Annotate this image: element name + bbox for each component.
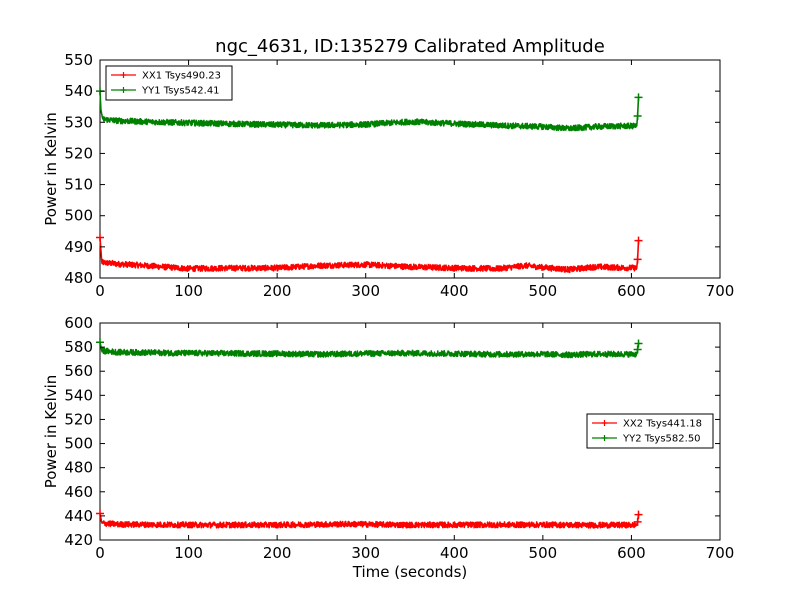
- x-tick-label: 300: [351, 544, 380, 562]
- legend: XX1 Tsys490.23 YY1 Tsys542.41: [105, 65, 233, 101]
- legend-box: [586, 413, 714, 449]
- legend-label: XX2 Tsys441.18: [623, 419, 702, 430]
- series-marker: [633, 517, 642, 526]
- series-marker: [96, 233, 104, 242]
- x-tick-label: 500: [529, 544, 558, 562]
- series-line-2: [99, 342, 640, 359]
- series-line-2: [99, 91, 640, 132]
- y-tick-label: 500: [64, 435, 93, 453]
- x-tick-label: 100: [174, 282, 203, 300]
- y-tick-label: 600: [64, 314, 93, 332]
- y-axis-label: Power in Kelvin: [42, 375, 60, 489]
- x-tick-label: 200: [263, 544, 292, 562]
- series-marker: [633, 112, 642, 121]
- y-tick-label: 480: [64, 269, 93, 287]
- y-tick-label: 580: [64, 338, 93, 356]
- series-marker: [634, 339, 643, 348]
- legend-label: XX1 Tsys490.23: [142, 71, 221, 82]
- x-tick-label: 300: [351, 282, 380, 300]
- legend-marker: [120, 87, 127, 93]
- y-tick-label: 510: [64, 176, 93, 194]
- series-marker: [633, 345, 642, 354]
- y-tick-label: 540: [64, 386, 93, 404]
- y-tick-label: 490: [64, 238, 93, 256]
- y-tick-label: 560: [64, 362, 93, 380]
- series-line-1: [99, 237, 640, 274]
- series-marker: [633, 255, 642, 264]
- y-tick-label: 540: [64, 82, 93, 100]
- y-axis-label: Power in Kelvin: [42, 112, 60, 226]
- x-tick-label: 100: [174, 544, 203, 562]
- series-marker: [634, 93, 643, 102]
- x-tick-label: 600: [617, 282, 646, 300]
- x-tick-label: 700: [706, 544, 735, 562]
- chart-title: ngc_4631, ID:135279 Calibrated Amplitude: [215, 36, 605, 57]
- legend-label: YY2 Tsys582.50: [622, 434, 701, 445]
- y-tick-label: 520: [64, 410, 93, 428]
- x-tick-label: 500: [529, 282, 558, 300]
- legend-marker: [601, 420, 608, 426]
- chart-panel-2: 0 100 200 300 400 500 600 700 420 440 460 480 500 520…: [42, 314, 734, 581]
- series-marker: [634, 510, 643, 519]
- x-tick-label: 400: [440, 282, 469, 300]
- series-marker: [634, 236, 643, 245]
- x-axis-label: Time (seconds): [352, 563, 468, 581]
- x-tick-label: 200: [263, 282, 292, 300]
- x-tick-label: 400: [440, 544, 469, 562]
- legend-box: [105, 65, 233, 101]
- x-tick-label: 0: [95, 282, 105, 300]
- y-tick-label: 550: [64, 51, 93, 69]
- x-tick-label: 600: [617, 544, 646, 562]
- y-tick-label: 500: [64, 207, 93, 225]
- y-tick-label: 420: [64, 531, 93, 549]
- legend-marker: [601, 435, 608, 441]
- series-marker: [96, 338, 104, 347]
- y-tick-label: 520: [64, 144, 93, 162]
- y-tick-label: 440: [64, 507, 93, 525]
- x-tick-label: 700: [706, 282, 735, 300]
- y-tick-label: 530: [64, 113, 93, 131]
- chart-panel-1: 0 100 200 300 400 500 600 700 480 490 500 510 520 530…: [42, 36, 734, 300]
- y-tick-label: 460: [64, 483, 93, 501]
- legend: XX2 Tsys441.18 YY2 Tsys582.50: [586, 413, 714, 449]
- series-line-1: [99, 513, 640, 529]
- legend-marker: [120, 72, 127, 78]
- legend-label: YY1 Tsys542.41: [141, 86, 220, 97]
- x-tick-label: 0: [95, 544, 105, 562]
- y-tick-label: 480: [64, 459, 93, 477]
